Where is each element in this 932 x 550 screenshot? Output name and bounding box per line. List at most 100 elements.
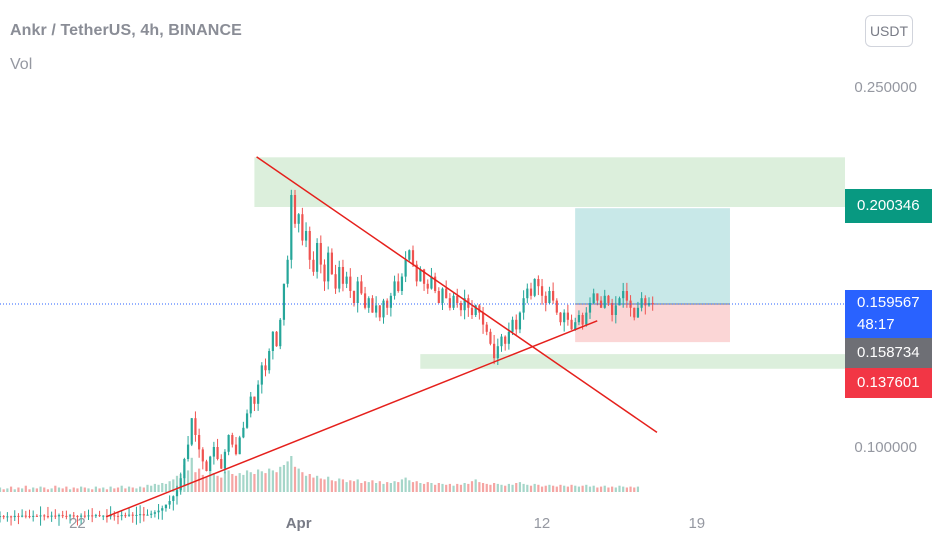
volume-bar	[205, 476, 208, 492]
current-price-text: 0.159567	[857, 294, 920, 312]
volume-bar	[426, 482, 429, 492]
candle-body	[577, 315, 581, 323]
volume-bar	[352, 481, 356, 492]
volume-bar	[32, 487, 35, 492]
volume-bar	[253, 474, 256, 492]
volume-bar	[341, 479, 345, 492]
candle-body	[54, 515, 57, 517]
candle-body	[290, 195, 293, 260]
volume-bar	[537, 484, 540, 492]
volume-bar	[441, 483, 444, 492]
volume-bar	[375, 483, 378, 492]
candle-body	[142, 514, 145, 516]
x-tick-label: Apr	[286, 515, 312, 532]
candle-body	[157, 510, 160, 513]
volume-bar	[511, 484, 514, 492]
candle-body	[17, 515, 20, 517]
candle-body	[150, 513, 153, 515]
candle-body	[463, 298, 466, 311]
candle-body	[481, 312, 485, 325]
volume-bar	[574, 485, 577, 492]
volume-bar	[581, 485, 584, 492]
volume-bar	[349, 480, 352, 492]
volume-bar	[456, 483, 459, 492]
volume-bar	[220, 477, 223, 492]
candle-body	[153, 512, 156, 514]
volume-bar	[150, 485, 153, 492]
volume-bar	[282, 465, 286, 492]
candle-body	[596, 293, 599, 301]
candle-body	[127, 514, 131, 516]
candle-body	[161, 508, 164, 511]
candle-body	[21, 515, 24, 517]
candle-body	[80, 515, 83, 517]
candle-body	[500, 336, 503, 347]
volume-bar	[275, 472, 278, 492]
candle-body	[426, 283, 429, 289]
candle-body	[308, 231, 311, 260]
volume-bar	[212, 473, 215, 492]
volume-indicator-label[interactable]: Vol	[10, 56, 33, 73]
y-tick-label: 0.250000	[854, 79, 917, 96]
volume-bar	[563, 485, 566, 492]
candle-body	[275, 331, 278, 347]
candle-body	[456, 295, 459, 303]
y-axis-ticks: 0.250000 0.100000	[854, 79, 917, 456]
secondary-price-label: 0.158734	[845, 338, 932, 369]
candle-body	[363, 293, 367, 308]
volume-bar	[264, 473, 267, 492]
chart-title: Ankr / TetherUS, 4h, BINANCE	[10, 22, 242, 39]
secondary-price-text: 0.158734	[857, 344, 920, 362]
candle-body	[338, 267, 341, 289]
candle-body	[640, 298, 643, 308]
candle-body	[345, 276, 348, 284]
volume-bar	[419, 483, 422, 492]
volume-bar	[500, 484, 503, 492]
candle-body	[61, 515, 64, 517]
volume-bar	[304, 475, 308, 492]
candle-body	[529, 288, 533, 296]
currency-button[interactable]: USDT	[865, 15, 913, 47]
candle-body	[452, 295, 455, 308]
drawing-zones	[254, 157, 845, 369]
volume-bar	[559, 484, 562, 492]
candle-body	[135, 514, 138, 516]
candle-body	[249, 396, 252, 414]
volume-bar	[588, 486, 592, 492]
volume-bar	[356, 479, 359, 492]
candle-body	[65, 515, 68, 517]
candle-body	[507, 331, 510, 344]
candle-body	[341, 267, 345, 284]
volume-bar	[570, 484, 573, 492]
candle-body	[540, 286, 544, 296]
candle-body	[234, 444, 238, 455]
candle-body	[371, 298, 374, 313]
candle-body	[419, 269, 422, 282]
candle-body	[445, 288, 448, 299]
candle-body	[24, 515, 27, 517]
volume-bar	[271, 470, 274, 492]
volume-bar	[83, 487, 86, 492]
volume-bar	[552, 485, 555, 492]
volume-bar	[489, 484, 492, 492]
candle-body	[651, 303, 654, 304]
volume-bar	[46, 489, 50, 492]
candle-body	[330, 252, 333, 275]
volume-bar	[216, 475, 219, 492]
volume-bar	[68, 489, 72, 492]
candle-body	[496, 346, 499, 359]
candle-body	[618, 298, 621, 306]
volume-bar	[577, 486, 581, 492]
candle-body	[116, 515, 120, 517]
volume-bar	[139, 486, 142, 492]
long-position-profit-zone	[575, 208, 730, 304]
volume-bar	[504, 485, 507, 492]
candle-body	[139, 514, 142, 516]
volume-bar	[57, 487, 61, 492]
candle-body	[625, 291, 628, 301]
candle-body	[537, 279, 540, 287]
volume-bar	[633, 487, 636, 492]
volume-bar	[404, 477, 407, 492]
volume-bar	[146, 484, 149, 492]
